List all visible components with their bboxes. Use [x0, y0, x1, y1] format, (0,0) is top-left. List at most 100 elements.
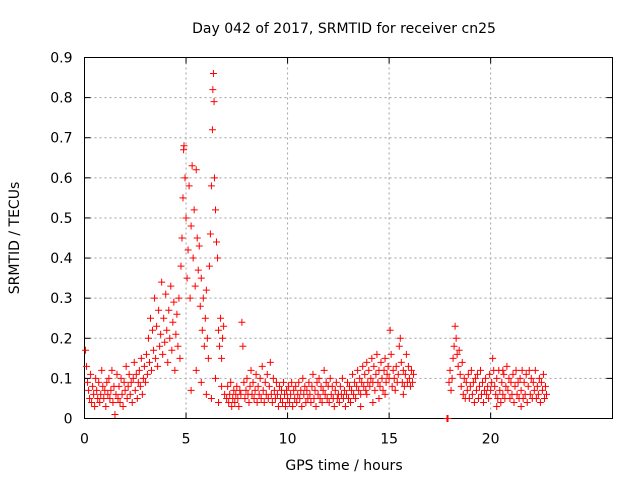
data-point [298, 402, 306, 410]
data-point [391, 386, 399, 394]
data-point [466, 382, 474, 390]
data-point [130, 358, 138, 366]
data-point [395, 342, 403, 350]
data-point [318, 398, 326, 406]
data-point [458, 358, 466, 366]
data-point [357, 390, 365, 398]
data-point [313, 378, 321, 386]
data-point [223, 394, 231, 402]
data-point [388, 382, 396, 390]
data-point [487, 386, 495, 394]
data-point [370, 362, 378, 370]
data-point [462, 378, 470, 386]
data-point [322, 378, 330, 386]
data-point [197, 378, 205, 386]
data-point [537, 378, 545, 386]
data-point [378, 374, 386, 382]
data-point [367, 374, 375, 382]
data-point [336, 382, 344, 390]
data-point [536, 398, 544, 406]
data-point [299, 374, 307, 382]
data-point [524, 382, 532, 390]
data-point [470, 398, 478, 406]
data-point [535, 374, 543, 382]
data-point [239, 342, 247, 350]
data-point [306, 390, 314, 398]
data-point [131, 386, 139, 394]
data-point [292, 382, 300, 390]
data-point [342, 390, 350, 398]
data-point [184, 246, 192, 254]
x-axis-label: GPS time / hours [285, 458, 402, 474]
data-point [320, 366, 328, 374]
data-point [534, 390, 542, 398]
data-point [155, 306, 163, 314]
data-point [151, 294, 159, 302]
data-point [255, 390, 263, 398]
data-point [377, 358, 385, 366]
data-point [137, 354, 145, 362]
data-point [120, 378, 128, 386]
data-point [240, 378, 248, 386]
grid-lines [84, 57, 613, 419]
data-point [327, 390, 335, 398]
tick-labels: 0 0.1 0.2 0.3 0.4 0.5 0.6 0.7 0.8 0.9 0 5 10 15 20 [50, 51, 499, 448]
data-point [82, 346, 90, 354]
data-point [287, 390, 295, 398]
data-point [389, 366, 397, 374]
y-tick-label: 0.7 [50, 131, 72, 147]
data-point [286, 398, 294, 406]
data-point [211, 374, 219, 382]
data-point [129, 374, 137, 382]
data-point [102, 402, 110, 410]
data-point [192, 166, 200, 174]
data-point [205, 262, 213, 270]
data-point [189, 254, 197, 262]
data-point [142, 350, 150, 358]
data-point [496, 386, 504, 394]
data-point [371, 386, 379, 394]
data-point [326, 374, 334, 382]
data-point [451, 322, 459, 330]
data-point [183, 274, 191, 282]
data-point [373, 350, 381, 358]
data-point [533, 382, 541, 390]
data-point [314, 390, 322, 398]
data-point [133, 394, 141, 402]
data-point [450, 342, 458, 350]
data-point [164, 358, 172, 366]
data-point [481, 386, 489, 394]
data-points [82, 70, 550, 422]
data-point [305, 378, 313, 386]
data-point [263, 370, 271, 378]
data-point [175, 294, 183, 302]
data-point [108, 366, 116, 374]
data-point [465, 394, 473, 402]
data-point [518, 366, 526, 374]
data-point [91, 402, 99, 410]
data-point [527, 374, 535, 382]
data-point [170, 298, 178, 306]
data-point [289, 402, 297, 410]
data-point [454, 362, 462, 370]
data-point [387, 350, 395, 358]
data-point [474, 394, 482, 402]
data-point [250, 394, 258, 402]
data-point [335, 398, 343, 406]
data-point [88, 398, 96, 406]
y-tick-label: 0.3 [50, 291, 72, 307]
data-point [522, 370, 530, 378]
data-point [272, 378, 280, 386]
data-point [165, 306, 173, 314]
data-point [191, 282, 199, 290]
data-point [180, 142, 188, 150]
data-point [491, 382, 499, 390]
data-point [214, 254, 222, 262]
data-point [260, 398, 268, 406]
data-point [179, 194, 187, 202]
data-point [361, 370, 369, 378]
data-point [266, 358, 274, 366]
data-point [218, 354, 226, 362]
data-point [516, 374, 524, 382]
data-point [141, 378, 149, 386]
